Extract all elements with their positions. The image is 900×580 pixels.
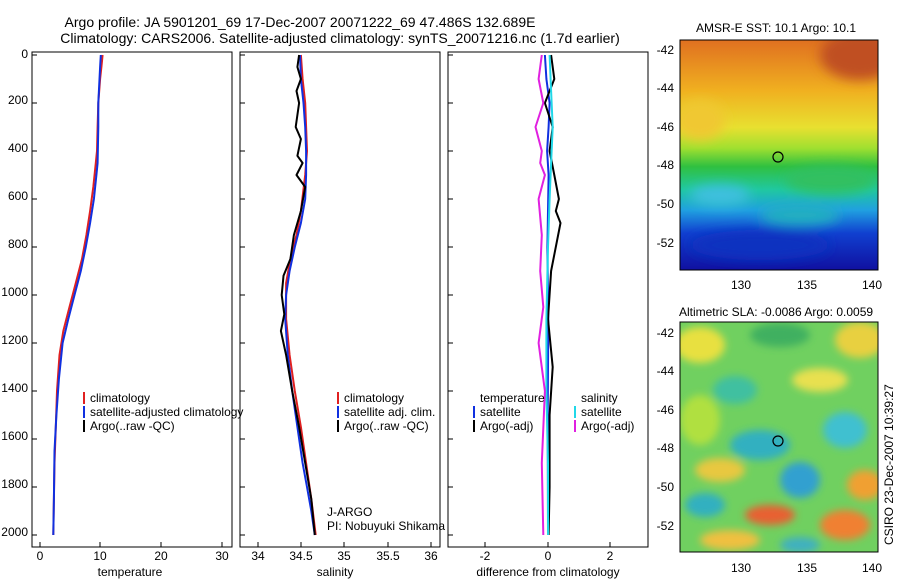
legend-label: Argo(..raw -QC) — [90, 419, 175, 433]
temperature-tick-label: 20 — [154, 549, 168, 563]
legend-label: satellite adj. clim. — [344, 405, 435, 419]
series-line-sal-argo — [534, 54, 546, 536]
series-line-satellite — [52, 54, 102, 536]
salinity-legend: climatology satellite adj. clim. Argo(..… — [327, 391, 445, 533]
temperature-tick-label: 0 — [37, 549, 44, 563]
depth-tick-label: 0 — [21, 47, 28, 61]
salinity-tick-label: 35 — [337, 549, 351, 563]
series-line-climatology — [285, 54, 317, 536]
sst-map-axes: -42 -44 -46 -48 -50 -52 130 135 140 — [657, 43, 883, 292]
sla-map-image — [680, 322, 878, 552]
legend-label: Argo(-adj) — [581, 419, 634, 433]
sla-lat-tick: -46 — [657, 403, 675, 417]
sst-lat-tick: -46 — [657, 120, 675, 134]
temperature-x-axis: 0 10 20 30 temperature — [37, 549, 229, 579]
timestamp-side-label: CSIRO 23-Dec-2007 10:39:27 — [882, 384, 896, 545]
sla-lat-tick: -42 — [657, 326, 675, 340]
sst-map-title: AMSR-E SST: 10.1 Argo: 10.1 — [696, 21, 856, 35]
difference-x-axis: -2 0 2 difference from climatology — [476, 549, 619, 579]
legend-label: Argo(..raw -QC) — [344, 419, 429, 433]
temperature-axis-label: temperature — [98, 565, 163, 579]
legend-label: climatology — [344, 391, 404, 405]
series-line-climatology — [52, 54, 104, 536]
depth-tick-label: 200 — [8, 93, 28, 107]
salinity-tick-label: 34 — [251, 549, 265, 563]
annotation-program: J-ARGO — [327, 505, 372, 519]
series-line-argo — [279, 54, 316, 536]
sla-map-title: Altimetric SLA: -0.0086 Argo: 0.0059 — [679, 305, 873, 319]
depth-tick-label: 400 — [8, 141, 28, 155]
depth-tick-label: 1200 — [1, 333, 28, 347]
sla-lon-tick: 130 — [731, 561, 751, 575]
difference-axis-label: difference from climatology — [476, 565, 619, 579]
sla-lat-tick: -50 — [657, 480, 675, 494]
depth-axis: 0 200 400 600 800 1000 1200 1400 1600 18… — [1, 47, 28, 539]
temperature-panel-frame — [31, 51, 233, 548]
sst-lat-tick: -48 — [657, 158, 675, 172]
salinity-axis-label: salinity — [317, 565, 354, 579]
temperature-tick-label: 30 — [215, 549, 229, 563]
legend-label: satellite-adjusted climatology — [90, 405, 243, 419]
legend-label: climatology — [90, 391, 150, 405]
depth-tick-marks — [32, 54, 453, 536]
depth-tick-label: 600 — [8, 189, 28, 203]
sla-lat-tick: -44 — [657, 364, 675, 378]
sla-lon-tick: 135 — [797, 561, 817, 575]
series-line-temp-argo — [543, 54, 562, 536]
difference-tick-label: 0 — [545, 549, 552, 563]
series-line-temp-satellite — [543, 54, 551, 536]
depth-tick-label: 1600 — [1, 429, 28, 443]
temperature-series — [52, 54, 104, 536]
annotation-pi: PI: Nobuyuki Shikama — [327, 519, 445, 533]
depth-tick-label: 1800 — [1, 477, 28, 491]
sst-map-frame — [679, 39, 879, 271]
legend-heading-salinity: salinity — [581, 391, 618, 405]
sst-map-image — [680, 40, 878, 270]
sst-lon-tick: 130 — [731, 278, 751, 292]
legend-label: Argo(-adj) — [480, 419, 533, 433]
x-tick-marks — [39, 542, 611, 547]
sla-lon-tick: 140 — [862, 561, 882, 575]
difference-tick-label: 2 — [607, 549, 614, 563]
sst-lat-tick: -44 — [657, 81, 675, 95]
sla-map-axes: -42 -44 -46 -48 -50 -52 130 135 140 — [657, 326, 883, 575]
figure-title-line1: Argo profile: JA 5901201_69 17-Dec-2007 … — [65, 14, 536, 30]
salinity-series — [279, 54, 317, 536]
sla-lat-tick: -48 — [657, 441, 675, 455]
depth-tick-label: 2000 — [1, 525, 28, 539]
depth-tick-label: 1400 — [1, 381, 28, 395]
salinity-tick-label: 36 — [424, 549, 438, 563]
sst-lat-tick: -52 — [657, 236, 675, 250]
difference-series — [534, 54, 562, 536]
series-line-sal-satellite — [545, 54, 554, 535]
sla-argo-location-marker — [772, 435, 784, 447]
legend-label: satellite — [581, 405, 622, 419]
sla-lat-tick: -52 — [657, 519, 675, 533]
salinity-x-axis: 34 34.5 35 35.5 36 salinity — [251, 549, 438, 579]
difference-tick-label: -2 — [480, 549, 491, 563]
sst-lon-tick: 135 — [797, 278, 817, 292]
depth-tick-label: 800 — [8, 237, 28, 251]
salinity-tick-label: 35.5 — [376, 549, 400, 563]
figure-title-line2: Climatology: CARS2006. Satellite-adjuste… — [60, 30, 620, 46]
sst-lat-tick: -50 — [657, 197, 675, 211]
legend-label: satellite — [480, 405, 521, 419]
sst-lon-tick: 140 — [862, 278, 882, 292]
sst-lat-tick: -42 — [657, 43, 675, 57]
series-line-satellite — [284, 54, 316, 536]
temperature-legend: climatology satellite-adjusted climatolo… — [83, 391, 243, 433]
sst-argo-location-marker — [772, 151, 784, 163]
temperature-tick-label: 10 — [93, 549, 107, 563]
legend-heading-temperature: temperature — [480, 391, 545, 405]
sla-map-frame — [679, 321, 879, 553]
salinity-panel-frame — [239, 51, 441, 548]
salinity-tick-label: 34.5 — [289, 549, 313, 563]
depth-tick-label: 1000 — [1, 285, 28, 299]
difference-legend: temperature satellite Argo(-adj) salinit… — [473, 391, 634, 433]
